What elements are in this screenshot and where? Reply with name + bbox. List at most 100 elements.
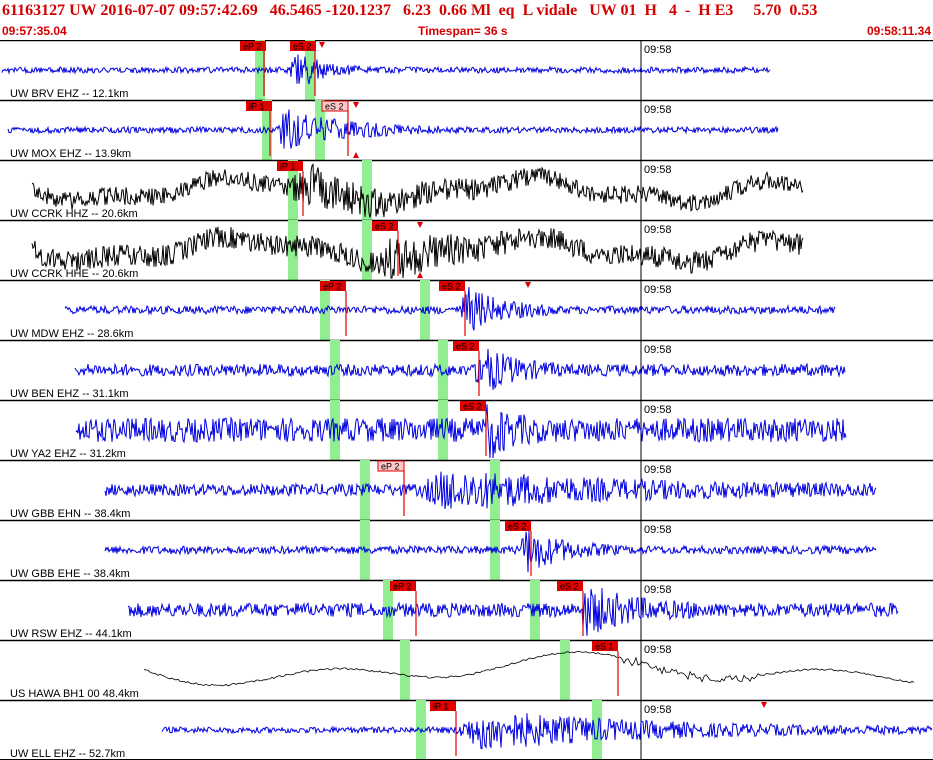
trace-row[interactable]: 09:58 eP 2 eS 2 UW BRV EHZ -- 12.1km — [0, 40, 933, 100]
pick-window — [420, 280, 430, 340]
amplitude-marker[interactable] — [417, 272, 423, 278]
trace-row[interactable]: 09:58 eS 2 UW GBB EHE -- 38.4km — [0, 519, 933, 580]
waveform — [127, 588, 899, 636]
amplitude-marker[interactable] — [761, 702, 767, 708]
waveform — [31, 163, 804, 218]
phase-pick-flag[interactable]: eP 2 — [240, 41, 266, 96]
header-bar: 61163127 UW 2016-07-07 09:57:42.69 46.54… — [0, 0, 933, 40]
pick-window — [383, 580, 393, 640]
phase-pick-flag[interactable]: iP 1 — [430, 701, 457, 756]
pick-flag-label: eS 2 — [508, 522, 527, 532]
station-label: UW GBB EHN -- 38.4km — [10, 508, 130, 520]
minute-label: 09:58 — [644, 464, 672, 476]
station-label: UW CCRK HHE -- 20.6km — [10, 268, 138, 280]
waveform — [104, 531, 877, 573]
waveform — [104, 471, 877, 510]
trace-row[interactable]: 09:58 eS 1 US HAWA BH1 00 48.4km — [0, 639, 933, 700]
waveform — [1, 54, 771, 85]
trace-row[interactable]: 09:58 eP 2 eS 2 UW RSW EHZ -- 44.1km — [0, 579, 933, 640]
station-label: UW BEN EHZ -- 31.1km — [10, 388, 129, 400]
minute-label: 09:58 — [644, 164, 672, 176]
pick-flag-label: eS 2 — [456, 342, 475, 352]
phase-pick-flag[interactable]: eS 2 — [460, 401, 487, 456]
trace-row[interactable]: 09:58 iP 1 UW CCRK HHZ -- 20.6km — [0, 159, 933, 220]
timespan-label: Timespan= 36 s — [418, 24, 508, 38]
pick-window — [490, 520, 500, 580]
pick-flag-label: eP 2 — [381, 462, 399, 472]
pick-window — [362, 220, 372, 280]
station-label: UW GBB EHE -- 38.4km — [10, 568, 130, 580]
trace-row[interactable]: 09:58 eP 2 UW GBB EHN -- 38.4km — [0, 459, 933, 520]
phase-pick-flag[interactable]: eP 2 — [377, 460, 405, 516]
pick-flag-label: iP 1 — [433, 702, 448, 712]
waveform — [143, 650, 915, 687]
phase-pick-flag[interactable]: eS 2 — [453, 341, 480, 396]
pick-flag-box — [453, 341, 479, 351]
amplitude-marker[interactable] — [417, 222, 423, 228]
pick-flag-box — [240, 41, 266, 51]
phase-pick-flag[interactable]: eS 2 — [439, 281, 466, 336]
waveform — [64, 286, 836, 331]
pick-flag-label: eS 2 — [375, 222, 394, 232]
waveform — [7, 109, 779, 149]
pick-window — [305, 40, 315, 100]
trace-row[interactable]: 09:58 eP 2 eS 2 UW MDW EHZ -- 28.6km — [0, 279, 933, 340]
pick-window — [592, 700, 602, 760]
station-label: UW CCRK HHZ -- 20.6km — [10, 208, 138, 220]
pick-flag-box — [460, 401, 486, 411]
minute-label: 09:58 — [644, 344, 672, 356]
pick-flag-box — [321, 100, 349, 112]
trace-row[interactable]: 09:58 eS 2 UW BEN EHZ -- 31.1km — [0, 339, 933, 400]
pick-flag-box — [372, 221, 398, 231]
station-label: UW BRV EHZ -- 12.1km — [10, 88, 128, 100]
pick-flag-label: iP 1 — [249, 102, 264, 112]
trace-row[interactable]: 09:58 iP 1 eS 2 UW MOX EHZ -- 13.9km — [0, 99, 933, 160]
minute-label: 09:58 — [644, 104, 672, 116]
pick-window — [438, 340, 448, 400]
amplitude-marker[interactable] — [353, 152, 359, 158]
phase-pick-flag[interactable]: eP 2 — [390, 581, 417, 636]
waveform — [31, 226, 804, 279]
pick-flag-box — [557, 581, 583, 591]
phase-pick-flag[interactable]: iP 1 — [246, 101, 272, 156]
phase-pick-flag[interactable]: eS 2 — [321, 100, 349, 156]
trace-row[interactable]: 09:58 eS 2 UW CCRK HHE -- 20.6km — [0, 219, 933, 280]
seismogram-traces[interactable]: 09:58 eP 2 eS 2 UW BRV EHZ -- 12.1km 09:58 iP… — [0, 40, 933, 760]
pick-flag-label: eP 2 — [323, 282, 341, 292]
phase-pick-flag[interactable]: eS 2 — [372, 221, 399, 276]
amplitude-marker[interactable] — [525, 282, 531, 288]
phase-pick-flag[interactable]: eS 1 — [592, 641, 619, 696]
amplitude-marker[interactable] — [353, 102, 359, 108]
amplitude-marker[interactable] — [319, 42, 325, 48]
pick-window — [288, 160, 298, 220]
pick-flag-box — [430, 701, 456, 711]
pick-flag-box — [390, 581, 416, 591]
phase-pick-flag[interactable]: eS 2 — [290, 41, 316, 96]
seismogram-panel[interactable]: 09:58 eP 2 eS 2 UW BRV EHZ -- 12.1km 09:58 iP… — [0, 40, 933, 760]
phase-pick-flag[interactable]: eS 2 — [557, 581, 584, 636]
pick-flag-box — [505, 521, 531, 531]
pick-flag-label: eS 2 — [442, 282, 461, 292]
pick-window — [288, 220, 298, 280]
minute-label: 09:58 — [644, 584, 672, 596]
minute-label: 09:58 — [644, 284, 672, 296]
pick-flag-label: iP 1 — [280, 162, 295, 172]
minute-label: 09:58 — [644, 404, 672, 416]
pick-window — [400, 640, 410, 700]
phase-pick-flag[interactable]: eP 2 — [320, 281, 347, 336]
waveform — [74, 348, 846, 390]
pick-flag-box — [320, 281, 346, 291]
phase-pick-flag[interactable]: eS 2 — [505, 521, 532, 576]
trace-row[interactable]: 09:58 iP 1 UW ELL EHZ -- 52.7km — [0, 699, 933, 760]
station-label: UW ELL EHZ -- 52.7km — [10, 748, 125, 760]
pick-flag-box — [246, 101, 272, 111]
end-time: 09:58:11.34 — [866, 24, 931, 38]
station-label: UW RSW EHZ -- 44.1km — [10, 628, 132, 640]
pick-flag-label: eS 2 — [463, 402, 482, 412]
trace-row[interactable]: 09:58 eS 2 UW YA2 EHZ -- 31.2km — [0, 399, 933, 460]
phase-pick-flag[interactable]: iP 1 — [277, 161, 304, 216]
pick-window — [362, 160, 372, 220]
event-summary-title: 61163127 UW 2016-07-07 09:57:42.69 46.54… — [2, 2, 818, 19]
pick-window — [416, 700, 426, 760]
minute-label: 09:58 — [644, 524, 672, 536]
